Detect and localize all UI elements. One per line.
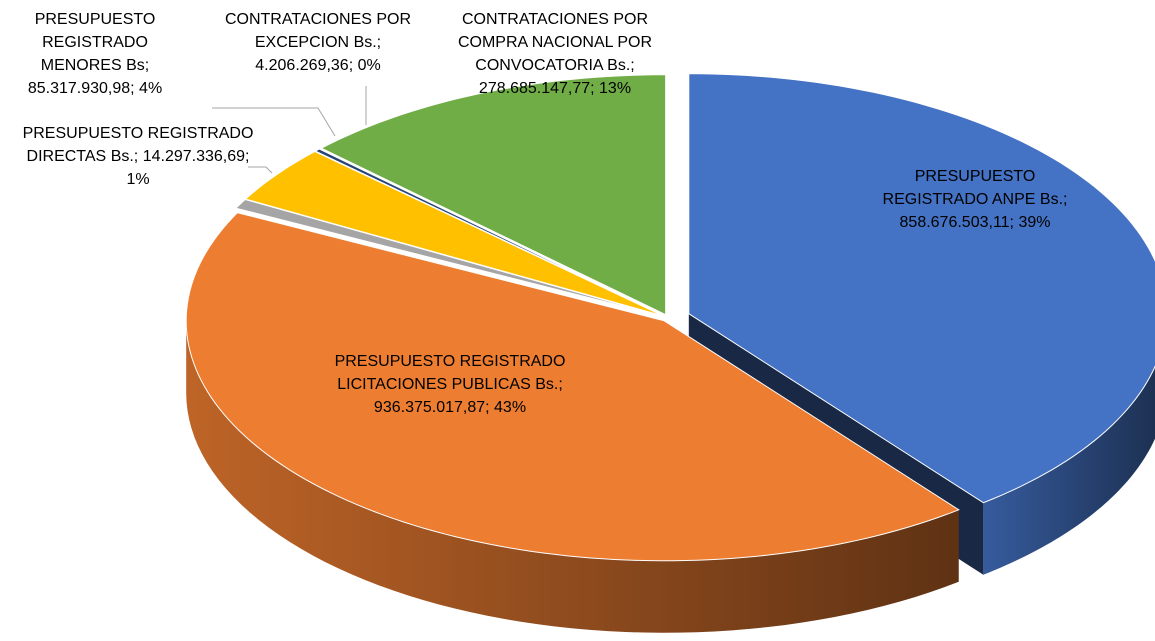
slice xyxy=(320,74,667,316)
data-label: CONTRATACIONES POR COMPRA NACIONAL POR C… xyxy=(430,8,680,100)
data-label: PRESUPUESTO REGISTRADO ANPE Bs.; 858.676… xyxy=(865,165,1085,234)
slice-side xyxy=(983,366,1155,575)
slice xyxy=(185,212,960,562)
category-label: CONTRATACIONES POR COMPRA NACIONAL POR C… xyxy=(457,11,653,74)
value-label: Bs; 85.317.930,98; 4% xyxy=(27,57,163,97)
category-label: PRESUPUESTO REGISTRADO LICITACIONES PUBL… xyxy=(334,353,566,393)
slice-side xyxy=(186,320,959,633)
data-label: PRESUPUESTO REGISTRADO LICITACIONES PUBL… xyxy=(325,350,575,419)
slice xyxy=(688,73,1155,504)
slice xyxy=(314,148,664,316)
data-label: PRESUPUESTO REGISTRADO MENORES Bs; 85.31… xyxy=(8,8,183,100)
data-label: CONTRATACIONES POR EXCEPCION Bs.; 4.206.… xyxy=(218,8,418,77)
leader-line xyxy=(212,107,336,137)
category-label: CONTRATACIONES POR EXCEPCION xyxy=(224,11,412,51)
value-label: Bs.; 14.297.336,69; 1% xyxy=(110,148,250,188)
category-label: PRESUPUESTO REGISTRADO MENORES xyxy=(34,11,156,74)
data-label: PRESUPUESTO REGISTRADO DIRECTAS Bs.; 14.… xyxy=(13,122,263,191)
leader-line xyxy=(248,166,273,174)
slice xyxy=(234,198,663,317)
value-label: Bs.; 858.676.503,11; 39% xyxy=(899,191,1068,231)
value-label: Bs.; 278.685.147,77; 13% xyxy=(478,57,635,97)
value-label: Bs.; 4.206.269,36; 0% xyxy=(255,34,382,74)
category-label: PRESUPUESTO REGISTRADO ANPE xyxy=(882,168,1036,208)
slice xyxy=(244,150,664,317)
category-label: PRESUPUESTO REGISTRADO DIRECTAS xyxy=(22,125,254,165)
value-label: Bs.; 936.375.017,87; 43% xyxy=(373,376,563,416)
